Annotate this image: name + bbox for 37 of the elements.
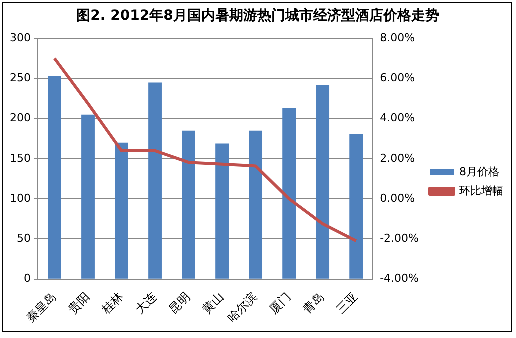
y-tick-label: 0	[24, 272, 31, 286]
x-tick-label: 黄山	[200, 290, 227, 317]
x-tick-label: 昆明	[166, 290, 194, 317]
bar	[316, 85, 330, 279]
bar	[82, 114, 95, 279]
y2-tick-label: 0.00%	[380, 192, 416, 205]
legend-label: 8月价格	[460, 165, 500, 178]
y-tick-label: 250	[10, 72, 31, 85]
bar	[282, 108, 296, 279]
y2-tick-label: 2.00%	[380, 152, 416, 165]
bar	[350, 134, 364, 279]
bar	[48, 76, 62, 279]
y-tick-label: 300	[10, 31, 31, 44]
y2-tick-label: 4.00%	[380, 112, 416, 125]
y2-tick-label: 8.00%	[380, 31, 416, 44]
y-tick-label: 100	[10, 192, 31, 205]
bar	[115, 142, 128, 279]
x-tick-label: 秦皇岛	[24, 290, 60, 326]
x-tick-label: 大连	[132, 290, 160, 317]
y-tick-label: 150	[10, 152, 31, 165]
y2-tick-label: -4.00%	[380, 272, 420, 286]
y-tick-label: 50	[16, 232, 31, 246]
bar	[182, 130, 196, 279]
bar	[249, 130, 263, 279]
x-tick-label: 贵阳	[66, 290, 93, 317]
bar	[216, 144, 229, 279]
y2-tick-label: 6.00%	[380, 72, 416, 85]
legend-label: 环比增幅	[460, 184, 504, 198]
y2-tick-label: -2.00%	[380, 232, 420, 246]
x-tick-label: 哈尔滨	[224, 290, 260, 326]
x-tick-label: 桂林	[98, 290, 126, 318]
bar	[148, 82, 162, 279]
x-tick-label: 青岛	[300, 290, 328, 317]
chart-title: 图2. 2012年8月国内暑期游热门城市经济型酒店价格走势	[76, 7, 440, 25]
y-tick-label: 200	[10, 112, 31, 125]
x-tick-label: 三亚	[334, 290, 361, 317]
x-tick-label: 厦门	[266, 290, 294, 317]
